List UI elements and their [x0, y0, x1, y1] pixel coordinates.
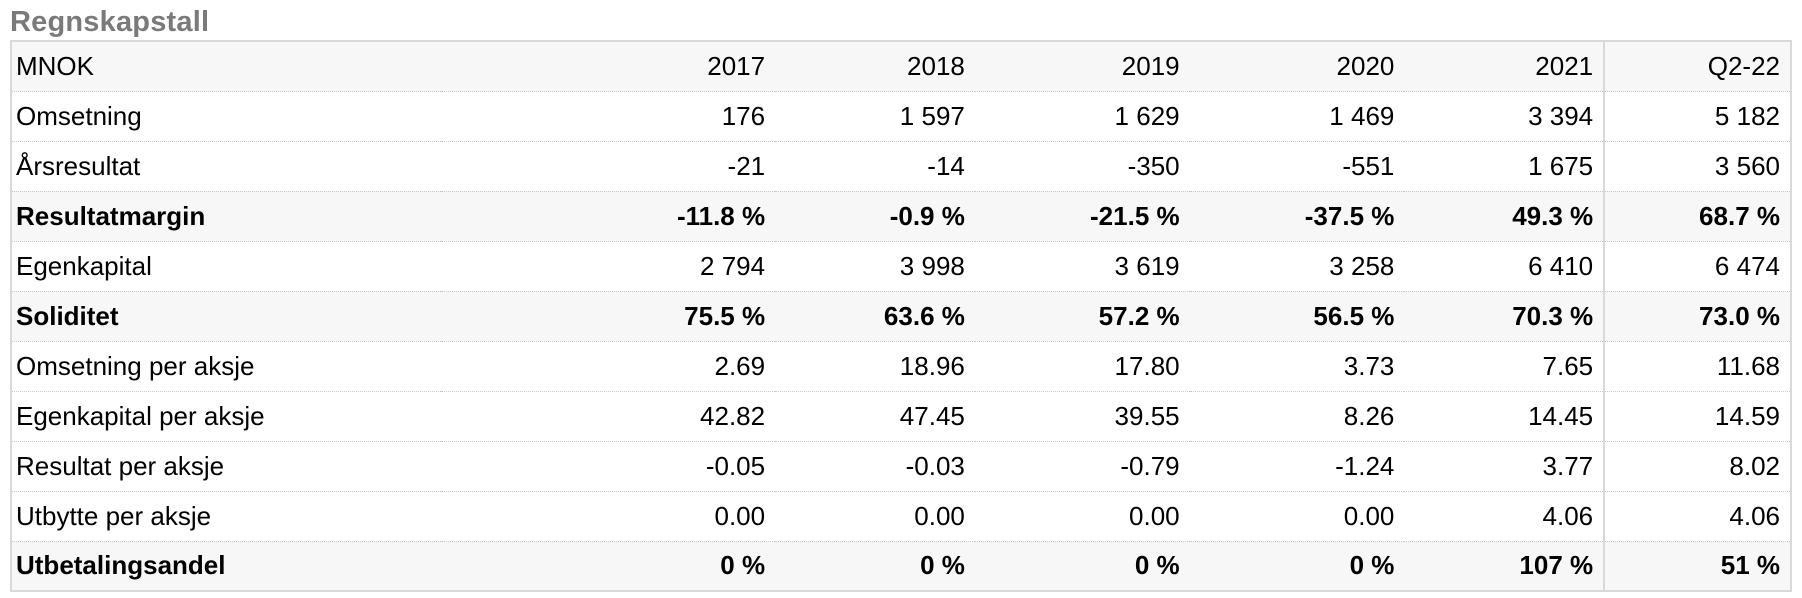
table-cell: 39.55 — [974, 391, 1190, 442]
header-cell-2020: 2020 — [1189, 41, 1405, 92]
table-row: Resultatmargin -11.8 % -0.9 % -21.5 % -37.5 … — [11, 191, 1791, 242]
table-cell: 75.5 % — [440, 291, 776, 342]
table-cell: 14.59 — [1603, 391, 1791, 442]
table-cell: 47.45 — [775, 391, 975, 442]
table-cell: -21 — [440, 141, 776, 192]
row-label: Soliditet — [11, 291, 441, 342]
row-label: Utbetalingsandel — [11, 541, 441, 591]
table-cell: 176 — [440, 91, 776, 142]
header-cell-2017: 2017 — [440, 41, 776, 92]
table-cell: -14 — [775, 141, 975, 192]
table-cell: 5 182 — [1603, 91, 1791, 142]
table-cell: 18.96 — [775, 341, 975, 392]
header-cell-2018: 2018 — [775, 41, 975, 92]
table-cell: -21.5 % — [974, 191, 1190, 242]
table-cell: -0.9 % — [775, 191, 975, 242]
row-label: Egenkapital per aksje — [11, 391, 441, 442]
table-cell: 1 469 — [1189, 91, 1405, 142]
table-cell: 8.02 — [1603, 441, 1791, 492]
row-label: Utbytte per aksje — [11, 491, 441, 542]
table-row: Omsetning per aksje 2.69 18.96 17.80 3.73 7.6… — [11, 341, 1791, 392]
financials-table-body: MNOK 2017 2018 2019 2020 2021 Q2-22 Omse… — [11, 41, 1791, 591]
table-cell: 2 794 — [440, 241, 776, 292]
table-cell: 0.00 — [775, 491, 975, 542]
table-cell: 63.6 % — [775, 291, 975, 342]
table-cell: 17.80 — [974, 341, 1190, 392]
table-cell: 0.00 — [974, 491, 1190, 542]
header-cell-q2-22: Q2-22 — [1603, 41, 1791, 92]
table-row: Egenkapital per aksje 42.82 47.45 39.55 8.26… — [11, 391, 1791, 442]
table-cell: 11.68 — [1603, 341, 1791, 392]
table-cell: 14.45 — [1404, 391, 1605, 442]
table-cell: 0 % — [440, 541, 776, 591]
table-cell: -0.79 — [974, 441, 1190, 492]
table-cell: -11.8 % — [440, 191, 776, 242]
table-cell: 0 % — [1189, 541, 1405, 591]
page-title: Regnskapstall — [10, 6, 210, 38]
table-cell: 6 410 — [1404, 241, 1605, 292]
table-cell: -1.24 — [1189, 441, 1405, 492]
table-cell: 8.26 — [1189, 391, 1405, 442]
table-cell: 73.0 % — [1603, 291, 1791, 342]
table-cell: 3 998 — [775, 241, 975, 292]
header-cell-2019: 2019 — [974, 41, 1190, 92]
row-label: Årsresultat — [11, 141, 441, 192]
table-row: Utbetalingsandel 0 % 0 % 0 % 0 % 107 % 51 % — [11, 541, 1791, 591]
table-cell: 1 675 — [1404, 141, 1605, 192]
table-cell: 1 597 — [775, 91, 975, 142]
table-cell: 107 % — [1404, 541, 1605, 591]
table-cell: 1 629 — [974, 91, 1190, 142]
table-cell: 2.69 — [440, 341, 776, 392]
table-cell: 4.06 — [1603, 491, 1791, 542]
financials-table: MNOK 2017 2018 2019 2020 2021 Q2-22 Omse… — [10, 40, 1792, 592]
row-label: Resultat per aksje — [11, 441, 441, 492]
table-cell: 3 619 — [974, 241, 1190, 292]
table-row: Soliditet 75.5 % 63.6 % 57.2 % 56.5 % 70.3 % 7… — [11, 291, 1791, 342]
table-cell: 49.3 % — [1404, 191, 1605, 242]
table-cell: 70.3 % — [1404, 291, 1605, 342]
table-cell: 56.5 % — [1189, 291, 1405, 342]
header-cell-unit: MNOK — [11, 41, 441, 92]
table-cell: 3 394 — [1404, 91, 1605, 142]
table-row: Årsresultat -21 -14 -350 -551 1 675 3 560 — [11, 141, 1791, 192]
row-label: Omsetning per aksje — [11, 341, 441, 392]
table-cell: -0.05 — [440, 441, 776, 492]
row-label: Omsetning — [11, 91, 441, 142]
table-cell: 3 258 — [1189, 241, 1405, 292]
table-cell: 68.7 % — [1603, 191, 1791, 242]
table-cell: -350 — [974, 141, 1190, 192]
row-label: Egenkapital — [11, 241, 441, 292]
table-cell: -551 — [1189, 141, 1405, 192]
table-row: Resultat per aksje -0.05 -0.03 -0.79 -1.24 3.… — [11, 441, 1791, 492]
table-cell: 0.00 — [1189, 491, 1405, 542]
table-row: Omsetning 176 1 597 1 629 1 469 3 394 5 182 — [11, 91, 1791, 142]
table-header-row: MNOK 2017 2018 2019 2020 2021 Q2-22 — [11, 41, 1791, 92]
table-cell: 0.00 — [440, 491, 776, 542]
table-cell: 42.82 — [440, 391, 776, 442]
row-label: Resultatmargin — [11, 191, 441, 242]
table-cell: 4.06 — [1404, 491, 1605, 542]
table-cell: 0 % — [974, 541, 1190, 591]
table-cell: -0.03 — [775, 441, 975, 492]
table-cell: -37.5 % — [1189, 191, 1405, 242]
table-cell: 51 % — [1603, 541, 1791, 591]
table-cell: 6 474 — [1603, 241, 1791, 292]
table-cell: 3.77 — [1404, 441, 1605, 492]
table-cell: 7.65 — [1404, 341, 1605, 392]
table-cell: 57.2 % — [974, 291, 1190, 342]
table-cell: 3 560 — [1603, 141, 1791, 192]
table-cell: 0 % — [775, 541, 975, 591]
table-row: Egenkapital 2 794 3 998 3 619 3 258 6 410 6 47… — [11, 241, 1791, 292]
header-cell-2021: 2021 — [1404, 41, 1605, 92]
table-row: Utbytte per aksje 0.00 0.00 0.00 0.00 4.06 4.0… — [11, 491, 1791, 542]
table-cell: 3.73 — [1189, 341, 1405, 392]
